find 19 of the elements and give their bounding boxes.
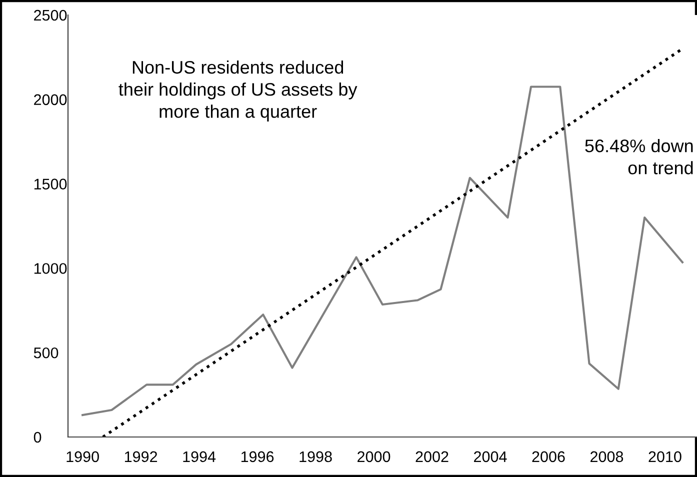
x-tick-label: 2002	[416, 451, 448, 462]
annotation: Non-US residents reduced their holdings of US assets by more than a quarter	[118, 60, 358, 122]
y-tick-label: 2000	[34, 94, 67, 106]
x-tick-label: 1994	[183, 451, 216, 462]
x-tick-label: 1998	[300, 451, 332, 462]
y-tick-label: 0	[34, 432, 42, 443]
y-tick-label: 1500	[34, 178, 67, 190]
x-tick-label: 2006	[532, 451, 565, 462]
x-tick-label: 1992	[124, 451, 158, 462]
y-tick-label: 500	[34, 347, 58, 358]
x-tick-label: 2008	[590, 451, 624, 462]
x-tick-label: 1990	[66, 451, 99, 462]
x-tick-label: 2010	[648, 451, 682, 462]
x-tick-label: 1996	[241, 451, 274, 462]
x-tick-label: 2000	[358, 451, 390, 462]
y-tick-label: 2500	[34, 10, 67, 21]
annotation: 56.48% down on trend	[585, 139, 693, 174]
y-tick-label: 1000	[34, 263, 67, 274]
x-tick-label: 2004	[474, 451, 507, 462]
